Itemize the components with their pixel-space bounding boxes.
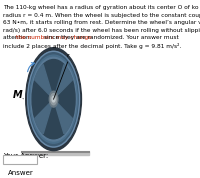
Circle shape (49, 91, 58, 107)
Text: The 110-kg wheel has a radius of gyration about its center O of ko = 220 mm, and: The 110-kg wheel has a radius of gyratio… (3, 5, 200, 10)
Text: 63 N•m, it starts rolling from rest. Determine the wheel’s angular velocity ω (i: 63 N•m, it starts rolling from rest. Det… (3, 20, 200, 25)
Circle shape (31, 57, 76, 141)
Text: include 2 places after the decimal point. Take g = 9.81 m/s².: include 2 places after the decimal point… (3, 43, 181, 49)
Text: attention:: attention: (3, 35, 33, 40)
Text: rad/s) after 6.0 seconds if the wheel has been rolling without slipping. Please : rad/s) after 6.0 seconds if the wheel ha… (3, 28, 200, 33)
FancyBboxPatch shape (3, 155, 37, 164)
Text: since they are randomized. Your answer must: since they are randomized. Your answer m… (42, 35, 179, 40)
Wedge shape (56, 64, 72, 95)
Text: Answer: Answer (8, 170, 34, 176)
Text: Your Answer:: Your Answer: (3, 153, 48, 159)
Circle shape (28, 51, 80, 147)
Text: radius r = 0.4 m. When the wheel is subjected to the constant couple moment M =: radius r = 0.4 m. When the wheel is subj… (3, 13, 200, 18)
Wedge shape (35, 64, 52, 95)
Wedge shape (35, 64, 52, 95)
Wedge shape (56, 103, 72, 134)
Wedge shape (32, 80, 50, 118)
Text: r: r (67, 53, 69, 58)
Text: O: O (58, 98, 63, 103)
Wedge shape (56, 64, 72, 95)
Wedge shape (56, 103, 72, 134)
Circle shape (52, 96, 55, 102)
Wedge shape (57, 80, 75, 118)
Bar (22, 152, 89, 155)
Wedge shape (43, 106, 64, 139)
Circle shape (51, 94, 57, 105)
Text: the numbers may change: the numbers may change (16, 35, 92, 40)
Wedge shape (43, 59, 64, 92)
Circle shape (26, 48, 81, 151)
Circle shape (30, 55, 77, 143)
FancyArrowPatch shape (28, 63, 34, 72)
Wedge shape (35, 103, 52, 134)
Text: M: M (12, 90, 22, 100)
Wedge shape (35, 103, 52, 134)
